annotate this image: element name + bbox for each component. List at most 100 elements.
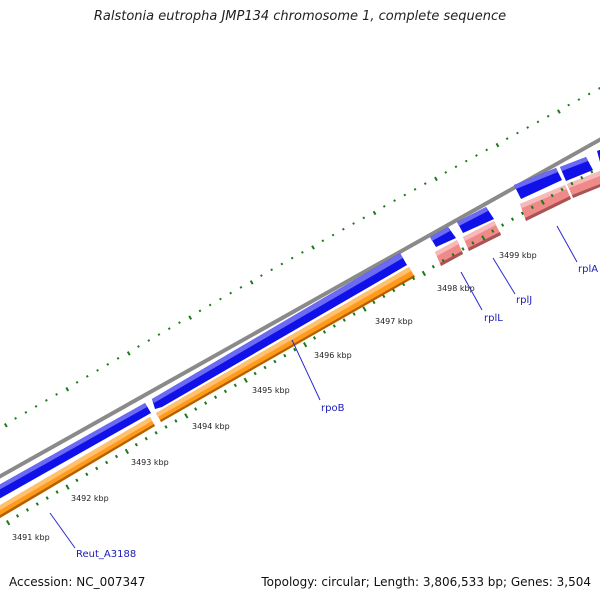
ruler-dot (505, 137, 509, 141)
ruler-tick (441, 258, 445, 263)
map-title: Ralstonia eutropha JMP134 chromosome 1, … (93, 9, 507, 24)
ruler-dot (270, 268, 274, 272)
leader-line (291, 339, 321, 401)
gene-label-reut-a3188[interactable]: Reut_A3188 (76, 549, 136, 560)
ruler-dot (598, 87, 600, 90)
ruler-tick (303, 341, 308, 348)
ruler-tick (213, 395, 218, 399)
gene-rpll-cds[interactable] (430, 227, 456, 247)
ruler-dot (444, 171, 448, 174)
ruler-dot (260, 274, 263, 278)
accession-text: Accession: NC_007347 (9, 575, 146, 589)
ruler-dot (413, 188, 417, 191)
ruler-dot (198, 309, 202, 313)
ruler-dot (229, 291, 233, 295)
genome-summary-text: Topology: circular; Length: 3,806,533 bp… (261, 575, 591, 589)
ruler-tick (263, 365, 267, 370)
ruler-tick (124, 448, 130, 455)
tick-label: 3492 kbp (71, 494, 109, 503)
ruler-tick (283, 353, 287, 358)
ruler-tick (550, 193, 554, 198)
gene-label-rpla[interactable]: rplA (578, 264, 598, 275)
tick-label: 3498 kbp (437, 284, 475, 293)
ruler-dot (239, 286, 243, 289)
ruler-dot (536, 120, 540, 124)
kbp-tick-labels: 3491 kbp 3492 kbp 3493 kbp 3494 kbp 3495… (12, 251, 537, 542)
ruler-tick (203, 401, 208, 405)
ruler-dot (24, 411, 28, 414)
ruler-tick (154, 431, 158, 435)
gene-label-rpll[interactable]: rplL (484, 313, 503, 324)
ruler-tick (174, 419, 178, 423)
gene-reut-a3188-track[interactable] (0, 417, 155, 524)
tick-label: 3496 kbp (314, 351, 352, 360)
gene-features (0, 148, 600, 524)
ruler-dot (557, 109, 561, 114)
ruler-dot (65, 386, 70, 392)
tick-label: 3494 kbp (192, 422, 230, 431)
chromosome-backbone (0, 137, 600, 479)
ruler-tick (95, 466, 99, 471)
leader-line (460, 271, 483, 311)
ruler-tick (233, 383, 237, 388)
gene-rpll-track[interactable] (435, 240, 463, 266)
ruler-tick (134, 442, 138, 447)
ruler-dot (3, 422, 8, 428)
ruler-tick (471, 241, 475, 245)
ruler-dot (219, 297, 222, 301)
ruler-tick (481, 235, 486, 241)
ruler-dot (352, 222, 355, 225)
ruler-dot (403, 193, 407, 197)
ruler-dot (249, 280, 254, 285)
gene-next-cds[interactable] (560, 148, 600, 181)
ruler-tick (312, 336, 317, 340)
ruler-dot (454, 165, 458, 169)
gene-rpob-track[interactable] (156, 267, 415, 422)
gene-label-rpob[interactable]: rpoB (321, 403, 345, 414)
ruler-dot (475, 154, 478, 157)
ruler-dot (45, 399, 48, 402)
ruler-dot (311, 245, 315, 250)
tick-label: 3495 kbp (252, 386, 290, 395)
ruler-tick (164, 425, 168, 429)
ruler-dot (321, 239, 325, 243)
ruler-tick (105, 460, 109, 465)
ruler-dot (577, 98, 581, 101)
ruler-tick (421, 270, 427, 277)
ruler-tick (293, 347, 297, 352)
ruler-tick (451, 252, 455, 257)
ruler-tick (590, 169, 594, 174)
leader-line (556, 225, 578, 263)
gene-next-track[interactable] (567, 170, 600, 198)
gene-rpla-track[interactable] (520, 185, 571, 221)
ruler-dot (567, 103, 571, 107)
ruler-tick (35, 502, 39, 506)
ruler-dot (331, 233, 335, 237)
gene-rpla-cds[interactable] (514, 168, 562, 199)
gene-rpob-cds[interactable] (152, 253, 407, 409)
ruler-tick (15, 514, 20, 518)
ruler-dot (55, 393, 58, 396)
ruler-dot (382, 204, 386, 208)
ruler-dot (301, 251, 304, 254)
gene-reut-a3188-cds[interactable] (0, 403, 151, 504)
ruler-tick (332, 324, 336, 328)
gene-rplj-cds[interactable] (457, 207, 494, 233)
ruler-tick (45, 496, 49, 500)
ruler-dot (167, 327, 171, 331)
ruler-tick (352, 312, 356, 316)
ruler-tick (322, 330, 327, 334)
ruler-dot (464, 159, 468, 163)
ruler-dot (526, 126, 530, 129)
ruler-tick (5, 520, 11, 526)
ruler-tick (194, 407, 198, 411)
ruler-tick (501, 223, 505, 227)
ruler-dot (372, 210, 377, 216)
ruler-dot (116, 357, 120, 360)
ruler-tick (461, 247, 465, 251)
ruler-dot (96, 369, 99, 372)
gene-label-rplj[interactable]: rplJ (516, 295, 532, 306)
ruler-dot (75, 381, 79, 384)
ruler-tick (491, 229, 495, 233)
